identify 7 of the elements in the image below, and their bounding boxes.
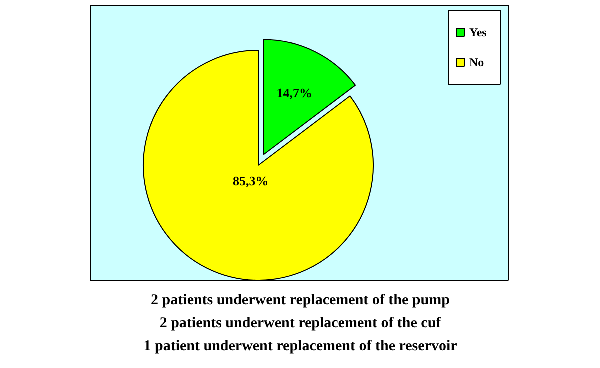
text: 2 patients underwent replacement of the cuf	[160, 316, 442, 332]
text: 1 patient underwent replacement of the reservoir	[144, 338, 458, 354]
data-label: 85,3%	[232, 173, 269, 188]
legend-label: Yes	[470, 26, 488, 40]
legend-label: No	[470, 56, 484, 70]
data-label: 14,7%	[276, 85, 312, 100]
text: 2 patients underwent replacement of the pump	[151, 292, 450, 308]
